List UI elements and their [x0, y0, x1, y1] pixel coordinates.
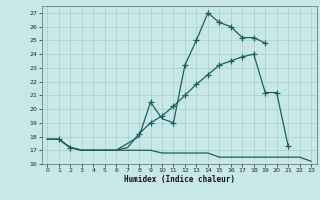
- X-axis label: Humidex (Indice chaleur): Humidex (Indice chaleur): [124, 175, 235, 184]
